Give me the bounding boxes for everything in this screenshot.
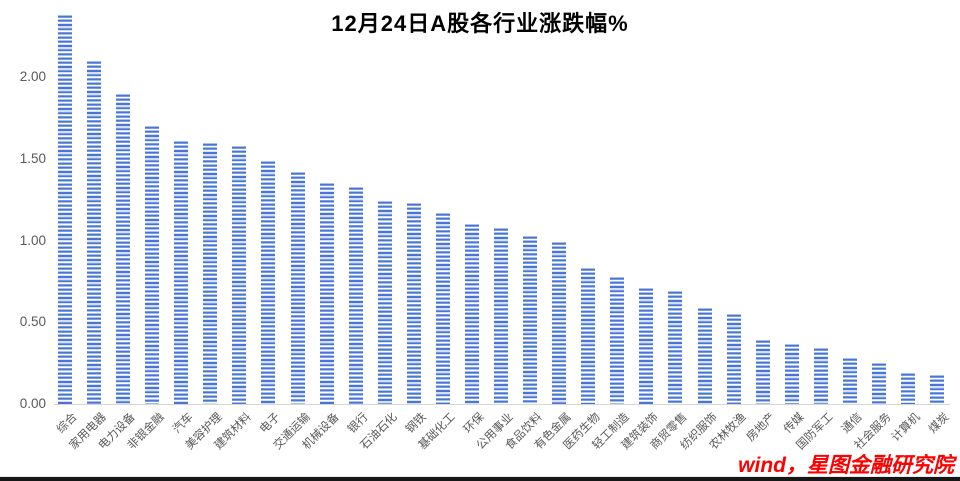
- bar-钢铁: [406, 203, 421, 404]
- bar-汽车: [174, 140, 189, 404]
- bar-计算机: [901, 372, 916, 404]
- bar-传媒: [784, 343, 799, 404]
- bar-建筑材料: [232, 145, 247, 404]
- bar-煤炭: [930, 374, 945, 404]
- bar-食品饮料: [523, 235, 538, 404]
- y-axis-tick-label: 1.00: [19, 232, 46, 248]
- bar-环保: [464, 224, 479, 404]
- bar-商贸零售: [668, 291, 683, 404]
- watermark-text: wind，星图金融研究院: [738, 454, 954, 477]
- bar-有色金属: [552, 242, 567, 404]
- bar-纺织服饰: [697, 307, 712, 404]
- y-axis-tick-label: 0.00: [19, 396, 46, 411]
- bar-美容护理: [203, 142, 218, 404]
- bar-建筑装饰: [639, 287, 654, 404]
- bar-非银金融: [145, 126, 160, 404]
- bar-基础化工: [435, 212, 450, 404]
- y-axis-tick-label: 2.00: [19, 69, 46, 85]
- bar-社会服务: [871, 363, 886, 404]
- window-edge-highlight: [0, 476, 960, 477]
- chart-title: 12月24日A股各行业涨跌幅%: [331, 11, 629, 36]
- bar-农林牧渔: [726, 314, 741, 404]
- bar-交通运输: [290, 171, 305, 404]
- bar-通信: [842, 358, 857, 404]
- x-axis-line: [54, 404, 950, 405]
- window-bottom-edge: [0, 477, 960, 481]
- bar-电力设备: [116, 93, 131, 404]
- y-axis-tick-label: 1.50: [19, 150, 46, 166]
- bar-电子: [261, 160, 276, 404]
- bar-医药生物: [581, 268, 596, 404]
- bar-国防军工: [813, 348, 828, 404]
- bar-机械设备: [319, 183, 334, 404]
- bar-房地产: [755, 340, 770, 404]
- bar-银行: [348, 186, 363, 404]
- bar-家用电器: [87, 60, 102, 404]
- bar-综合: [58, 15, 72, 404]
- bar-石油石化: [377, 201, 392, 404]
- y-axis-tick-label: 0.50: [19, 314, 46, 330]
- bar-公用事业: [494, 227, 509, 404]
- bar-轻工制造: [610, 276, 625, 404]
